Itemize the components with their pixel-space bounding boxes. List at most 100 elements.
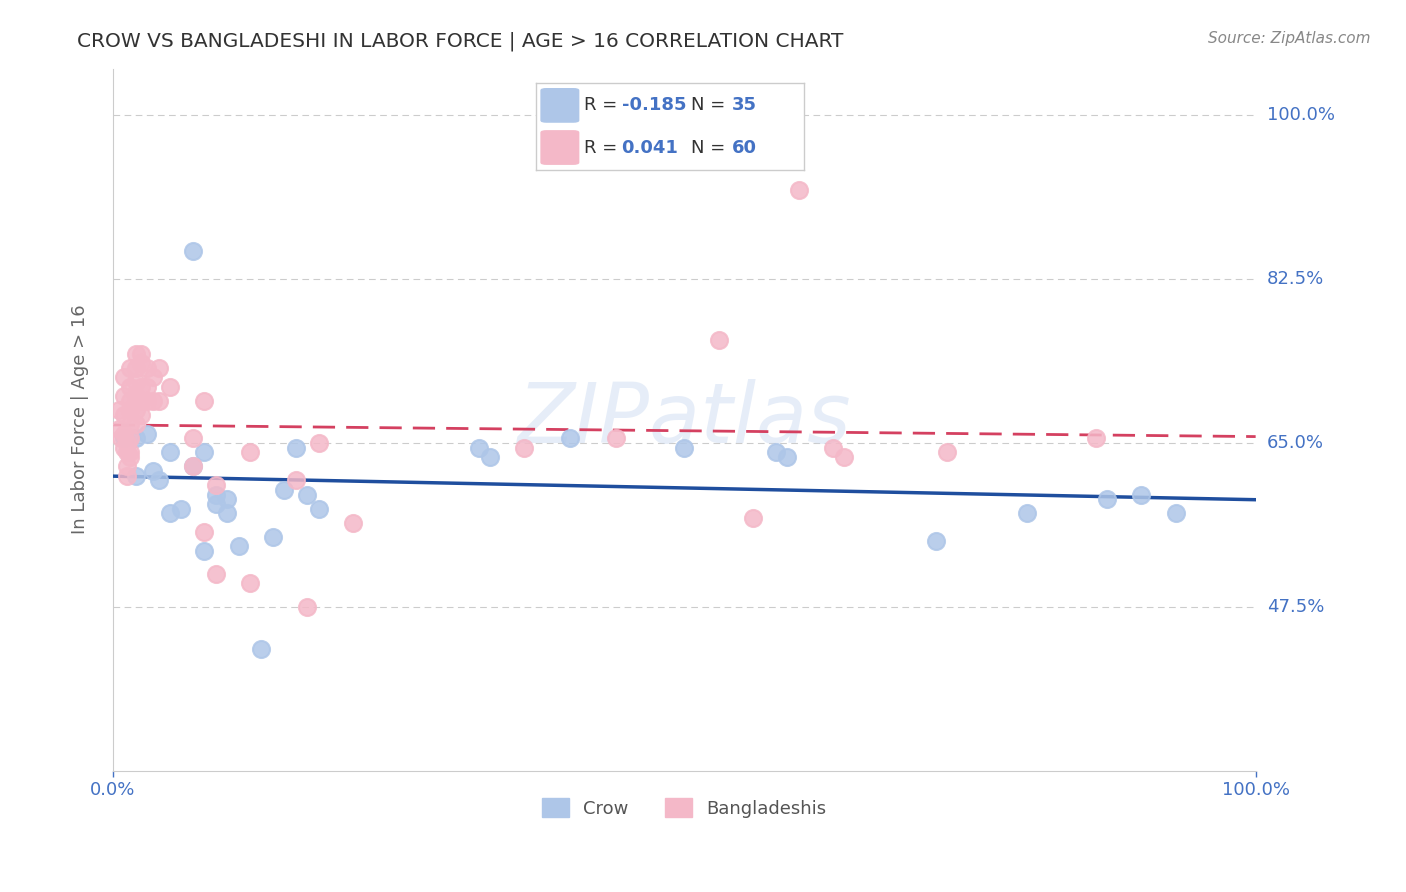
Point [107,422,129,436]
Point [112,389,135,403]
Point [125,375,148,389]
Point [284,441,307,455]
Point [832,450,855,464]
Point [193,393,215,408]
Point [125,389,148,403]
Point [118,380,141,394]
Text: 65.0%: 65.0% [1267,434,1324,452]
Point [136,393,159,408]
Y-axis label: In Labor Force | Age > 16: In Labor Force | Age > 16 [72,305,89,534]
Legend: Crow, Bangladeshis: Crow, Bangladeshis [534,791,834,825]
Point [131,393,153,408]
Point [112,441,135,455]
Point [125,468,148,483]
Point [936,445,959,459]
Text: 100.0%: 100.0% [1267,106,1334,124]
Point [125,347,148,361]
Point [673,441,696,455]
Point [204,497,226,511]
Point [250,642,273,657]
Point [217,492,239,507]
Point [112,408,135,422]
Point [765,445,787,459]
Point [558,431,581,445]
Point [170,501,193,516]
Point [605,431,627,445]
Point [1095,492,1118,507]
Point [295,599,318,614]
Point [787,183,810,197]
Point [239,576,262,591]
Point [115,459,138,474]
Point [239,445,262,459]
Text: 47.5%: 47.5% [1267,598,1324,615]
Point [159,380,181,394]
Point [821,441,844,455]
Point [115,445,138,459]
Text: ZIPatlas: ZIPatlas [517,379,851,460]
Point [118,361,141,376]
Point [125,431,148,445]
Point [342,516,364,530]
Text: CROW VS BANGLADESHI IN LABOR FORCE | AGE > 16 CORRELATION CHART: CROW VS BANGLADESHI IN LABOR FORCE | AGE… [77,31,844,51]
Point [118,445,141,459]
Point [1084,431,1107,445]
Point [112,431,135,445]
Point [181,431,204,445]
Point [110,431,132,445]
Point [131,408,153,422]
Point [148,361,170,376]
Point [193,524,215,539]
Point [924,534,946,549]
Point [217,506,239,520]
Point [131,356,153,370]
Point [308,501,330,516]
Point [142,370,165,384]
Point [262,530,284,544]
Point [741,511,763,525]
Point [1164,506,1187,520]
Point [148,393,170,408]
Point [118,417,141,432]
Point [478,450,501,464]
Point [142,393,165,408]
Point [112,426,135,441]
Point [136,380,159,394]
Point [467,441,489,455]
Point [125,417,148,432]
Point [112,370,135,384]
Point [707,333,730,347]
Point [295,487,318,501]
Point [193,543,215,558]
Point [125,403,148,417]
Point [118,450,141,464]
Point [181,459,204,474]
Point [115,468,138,483]
Point [159,445,181,459]
Point [115,436,138,450]
Point [131,347,153,361]
Point [193,445,215,459]
Point [118,431,141,445]
Point [204,487,226,501]
Point [308,436,330,450]
Point [228,539,250,553]
Point [107,403,129,417]
Point [181,459,204,474]
Point [136,426,159,441]
Point [142,464,165,478]
Point [776,450,799,464]
Point [1017,506,1039,520]
Point [118,403,141,417]
Point [118,393,141,408]
Point [148,474,170,488]
Point [125,361,148,376]
Point [284,474,307,488]
Point [136,361,159,376]
Point [181,244,204,258]
Point [159,506,181,520]
Point [204,478,226,492]
Point [273,483,295,497]
Point [513,441,536,455]
Point [1130,487,1153,501]
